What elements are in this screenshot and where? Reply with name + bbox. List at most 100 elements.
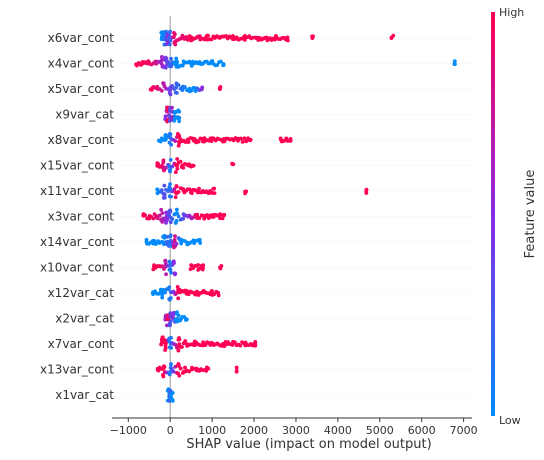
- feature-label: x2var_cat: [55, 312, 114, 326]
- feature-label: x13var_cont: [40, 363, 114, 377]
- shap-point: [230, 161, 235, 166]
- shap-point: [162, 183, 167, 188]
- shap-point: [160, 33, 165, 37]
- shap-point: [178, 366, 183, 371]
- shap-point: [173, 59, 178, 64]
- feature-label: x8var_cont: [48, 133, 115, 147]
- x-tick-label: 4000: [324, 424, 352, 437]
- shap-point: [183, 365, 187, 370]
- shap-point: [160, 219, 165, 224]
- shap-point: [172, 118, 177, 123]
- shap-point: [161, 158, 166, 163]
- shap-point: [389, 35, 394, 40]
- feature-label: x11var_cont: [40, 184, 114, 198]
- shap-point: [218, 59, 223, 64]
- shap-point: [172, 261, 176, 266]
- shap-point: [176, 313, 181, 318]
- shap-point: [238, 343, 243, 348]
- colorbar-gradient: [491, 12, 495, 416]
- shap-point: [253, 340, 258, 344]
- shap-point: [167, 372, 172, 377]
- shap-point: [197, 237, 202, 242]
- shap-point: [171, 369, 176, 374]
- shap-point: [174, 207, 179, 212]
- shap-point: [170, 83, 175, 88]
- shap-points: [134, 29, 457, 403]
- shap-point: [163, 114, 168, 119]
- shap-point: [162, 364, 167, 369]
- shap-point: [201, 266, 205, 270]
- feature-label: x12var_cat: [48, 286, 115, 300]
- shap-point: [169, 336, 174, 340]
- shap-point: [167, 42, 172, 47]
- feature-label: x9var_cat: [55, 108, 114, 122]
- shap-point: [175, 310, 179, 315]
- shap-point: [174, 184, 179, 189]
- shap-point: [168, 29, 172, 34]
- shap-point: [161, 373, 165, 377]
- shap-point: [164, 165, 168, 170]
- feature-label: x15var_cont: [40, 159, 114, 173]
- shap-point: [170, 105, 174, 110]
- shap-point: [159, 207, 164, 212]
- shap-point: [209, 340, 214, 345]
- shap-point: [221, 61, 226, 66]
- shap-point: [173, 42, 178, 47]
- shap-point: [169, 270, 174, 275]
- shap-point: [172, 110, 177, 114]
- shap-point: [163, 65, 168, 70]
- x-axis-title: SHAP value (impact on model output): [186, 437, 431, 452]
- shap-point: [161, 81, 166, 86]
- shap-point: [232, 340, 237, 345]
- shap-point: [172, 30, 176, 35]
- shap-point: [172, 238, 177, 242]
- shap-point: [173, 342, 178, 347]
- shap-point: [234, 365, 239, 370]
- shap-point: [197, 266, 202, 271]
- shap-point: [209, 37, 214, 42]
- shap-point: [169, 194, 174, 199]
- shap-point: [155, 216, 160, 221]
- shap-point: [168, 168, 172, 172]
- shap-point: [195, 289, 199, 294]
- colorbar-low-label: Low: [499, 414, 521, 427]
- feature-label: x10var_cont: [40, 261, 114, 275]
- shap-point: [160, 337, 164, 341]
- shap-point: [205, 366, 210, 371]
- shap-point: [155, 161, 160, 166]
- shap-point: [163, 338, 167, 343]
- shap-point: [170, 164, 175, 169]
- shap-point: [159, 55, 164, 59]
- colorbar-high-label: High: [499, 6, 524, 19]
- shap-point: [310, 36, 315, 41]
- shap-point: [169, 395, 174, 400]
- shap-point: [174, 85, 178, 90]
- shap-point: [200, 86, 204, 91]
- shap-point: [195, 212, 200, 217]
- shap-point: [222, 213, 227, 217]
- shap-point: [196, 139, 201, 144]
- shap-point: [168, 132, 173, 137]
- shap-point: [170, 312, 175, 317]
- shap-point: [197, 186, 201, 191]
- shap-point: [288, 138, 293, 143]
- shap-point: [179, 241, 184, 246]
- shap-point: [176, 296, 181, 301]
- shap-point: [253, 343, 258, 348]
- shap-point: [190, 163, 195, 168]
- shap-point: [234, 369, 239, 373]
- shap-point: [169, 392, 173, 397]
- shap-point: [140, 61, 145, 66]
- shap-point: [177, 336, 181, 340]
- shap-point: [175, 157, 180, 161]
- shap-point: [172, 187, 177, 191]
- shap-point: [170, 217, 175, 221]
- shap-point: [198, 241, 203, 245]
- shap-point: [240, 139, 245, 144]
- shap-point: [167, 267, 172, 272]
- shap-point: [243, 191, 248, 196]
- shap-point: [163, 137, 168, 142]
- shap-point: [193, 292, 197, 297]
- shap-point: [167, 209, 172, 213]
